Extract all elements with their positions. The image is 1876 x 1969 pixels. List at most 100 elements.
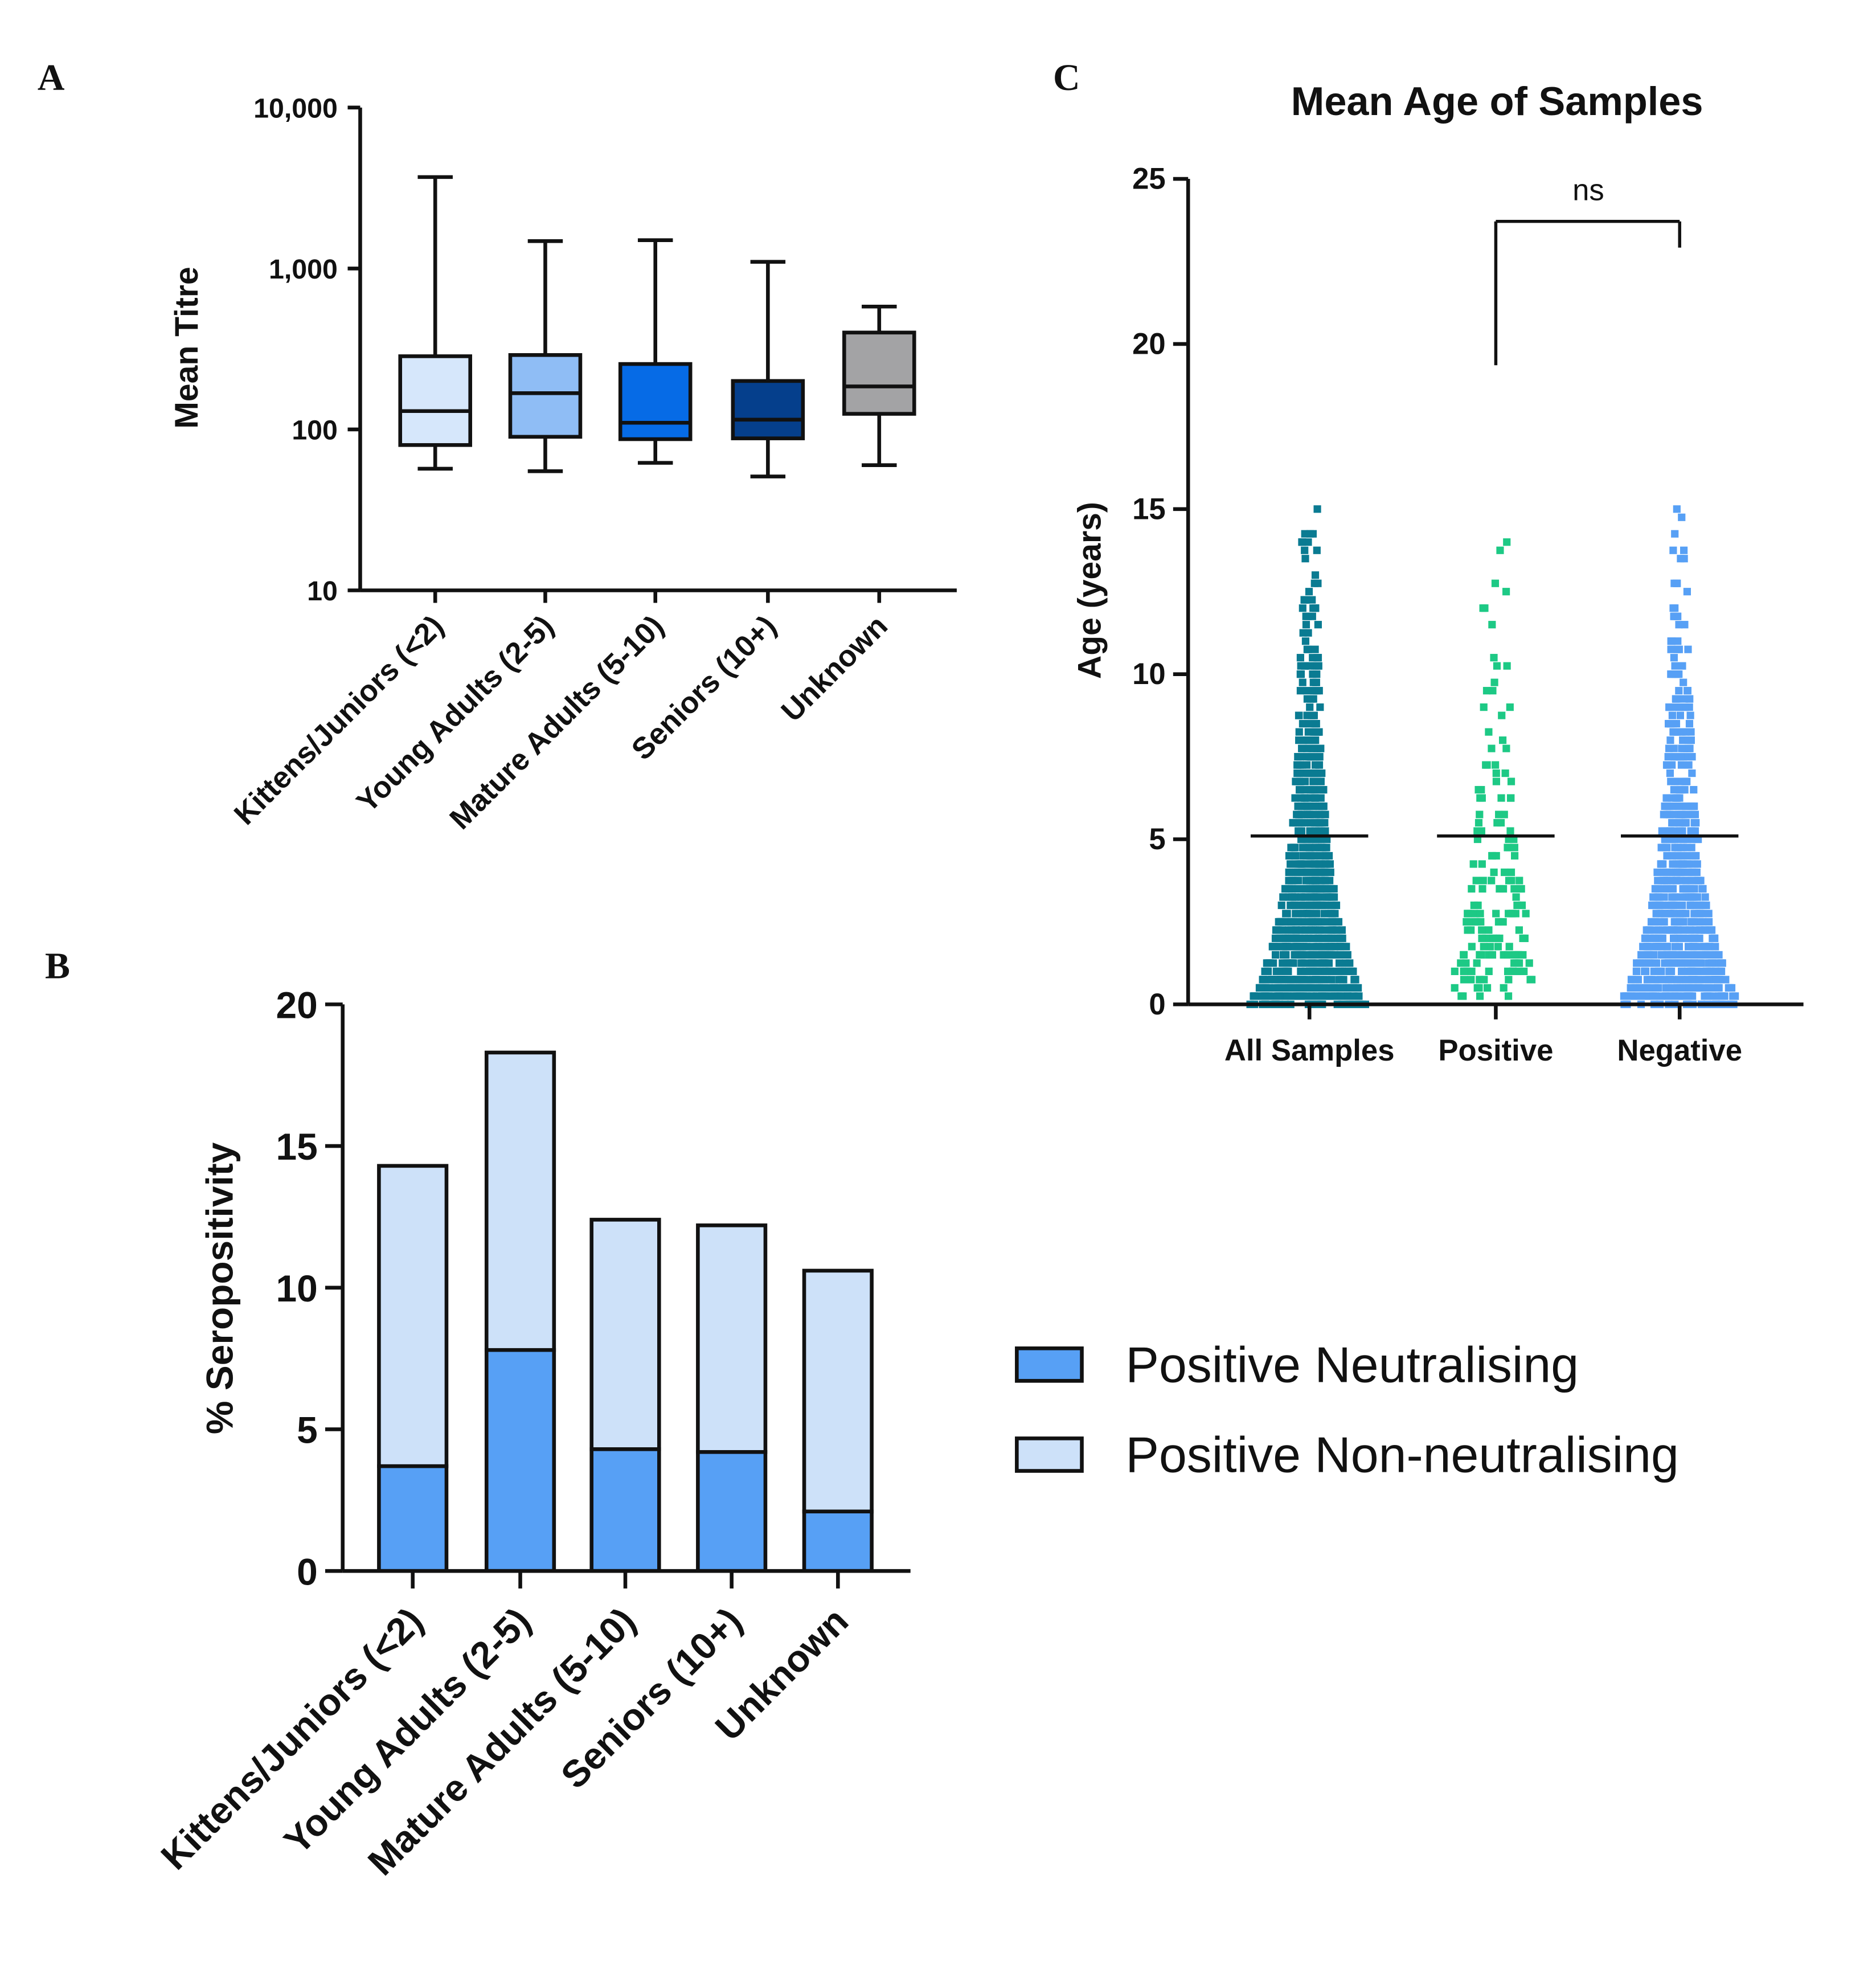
data-point [1652, 992, 1660, 1000]
data-point [1647, 976, 1655, 984]
data-point [1668, 893, 1676, 901]
data-point [1675, 687, 1683, 695]
panel-label-a: A [38, 57, 65, 99]
data-point [1673, 752, 1681, 761]
data-point [1310, 579, 1318, 587]
data-point [1703, 992, 1711, 1000]
data-point [1314, 654, 1322, 662]
data-point [1313, 728, 1322, 736]
data-point [1336, 951, 1345, 959]
data-point [1497, 818, 1505, 827]
data-point [1300, 777, 1308, 785]
data-point [1663, 810, 1671, 818]
data-point [1309, 992, 1317, 1000]
data-point [1292, 868, 1300, 877]
data-point [1459, 992, 1467, 1000]
data-point [1325, 868, 1333, 877]
data-point [1302, 992, 1310, 1000]
data-point [1697, 926, 1705, 934]
data-point [1690, 885, 1698, 893]
data-point [1684, 868, 1692, 877]
data-point [1316, 844, 1324, 852]
data-point [1321, 918, 1329, 926]
data-point [1297, 810, 1305, 818]
data-point [1677, 844, 1685, 852]
data-point [1666, 769, 1674, 777]
data-point [1288, 860, 1296, 868]
data-point [1682, 976, 1690, 984]
data-point [1653, 868, 1661, 877]
data-point [1670, 926, 1678, 934]
data-point [1681, 703, 1689, 711]
data-point [1504, 992, 1513, 1000]
data-point [1311, 802, 1319, 810]
data-point [1316, 810, 1324, 818]
data-point [1708, 959, 1716, 967]
data-point [1468, 943, 1476, 951]
legend: Positive Neutralising Positive Non-neutra… [1015, 1337, 1679, 1483]
data-point [1683, 844, 1691, 852]
data-point [1510, 959, 1518, 967]
data-point [1665, 967, 1673, 976]
data-point [1306, 827, 1314, 835]
y-axis-label: Mean Titre [169, 267, 205, 428]
data-point [1292, 926, 1300, 934]
data-point [1273, 976, 1281, 984]
data-point [1460, 951, 1468, 959]
data-point [1317, 785, 1325, 794]
data-point [1313, 505, 1321, 513]
data-point [1334, 934, 1343, 943]
data-point [1309, 877, 1317, 885]
data-point [1251, 992, 1259, 1000]
data-point [1519, 934, 1527, 943]
data-point [1685, 761, 1693, 769]
data-point [1473, 918, 1481, 926]
data-point [1306, 810, 1314, 818]
data-point [1277, 918, 1285, 926]
data-point [1685, 984, 1693, 992]
data-point [1726, 984, 1734, 992]
chart-title: Mean Age of Samples [1291, 79, 1703, 124]
data-point [1288, 893, 1296, 901]
data-point [1328, 918, 1336, 926]
data-point [1297, 893, 1305, 901]
data-point [1467, 976, 1475, 984]
data-point [1664, 761, 1672, 769]
data-point [1279, 893, 1287, 901]
data-point [1680, 678, 1687, 686]
data-point [1503, 538, 1511, 546]
data-point [1677, 555, 1685, 563]
data-point [1488, 877, 1496, 885]
data-point [1492, 910, 1500, 918]
data-point [1632, 976, 1640, 984]
data-point [1339, 984, 1347, 992]
data-point [1645, 951, 1653, 959]
data-point [1306, 918, 1314, 926]
data-point [1315, 687, 1323, 695]
data-point [1308, 711, 1316, 719]
data-point [1479, 877, 1487, 885]
data-point [1493, 662, 1501, 670]
data-point [1506, 703, 1514, 711]
data-point [1633, 959, 1641, 967]
data-point [1313, 670, 1321, 678]
data-point [1476, 992, 1484, 1000]
data-point [1290, 877, 1298, 885]
data-point [1312, 720, 1320, 728]
data-point [1305, 984, 1314, 992]
data-point [1494, 943, 1502, 951]
data-point [1697, 910, 1705, 918]
data-point [1488, 951, 1497, 959]
data-point [1671, 777, 1679, 785]
data-point [1279, 926, 1287, 934]
data-point [1664, 752, 1672, 761]
data-point [1296, 670, 1304, 678]
data-point [1277, 901, 1285, 910]
data-point [1475, 984, 1483, 992]
data-point [1689, 901, 1698, 910]
data-point [1490, 654, 1498, 662]
data-point [1481, 604, 1489, 612]
scatter-group-positive [1451, 538, 1536, 1000]
data-point [1715, 967, 1723, 976]
data-point [1298, 538, 1306, 546]
